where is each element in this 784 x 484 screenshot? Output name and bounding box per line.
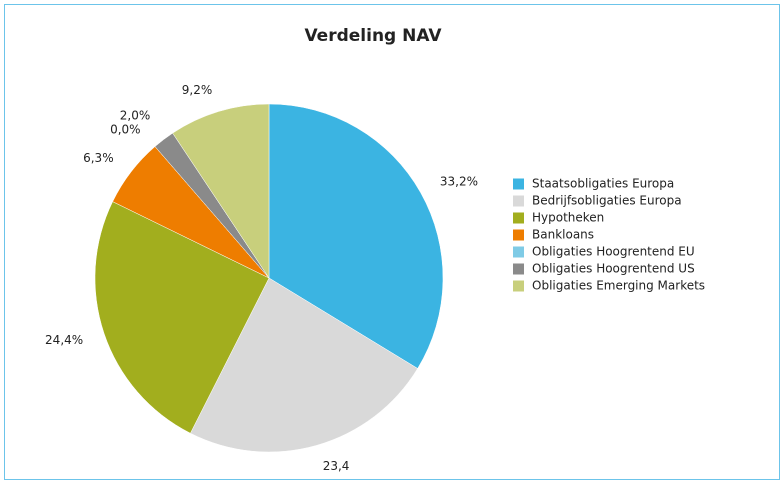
data-label: 23,4 xyxy=(323,459,350,473)
legend-swatch xyxy=(513,263,524,275)
data-label: 33,2% xyxy=(440,174,478,188)
data-label: 24,4% xyxy=(45,333,83,347)
legend-label: Obligaties Hoogrentend US xyxy=(532,262,695,276)
data-label: 9,2% xyxy=(182,83,213,97)
legend-label: Obligaties Emerging Markets xyxy=(532,279,705,293)
legend-swatch xyxy=(513,212,524,224)
legend-swatch xyxy=(513,178,524,190)
legend-swatch xyxy=(513,246,524,258)
data-label: 2,0% xyxy=(120,108,151,122)
legend-label: Obligaties Hoogrentend EU xyxy=(532,245,695,259)
pie-slice xyxy=(268,103,444,369)
chart-title: Verdeling NAV xyxy=(304,26,442,46)
legend-label: Bedrijfsobligaties Europa xyxy=(532,194,682,208)
pie-slice xyxy=(172,103,270,279)
data-label: 0,0% xyxy=(110,122,141,136)
legend-swatch xyxy=(513,280,524,292)
legend-label: Hypotheken xyxy=(532,211,604,225)
legend-label: Bankloans xyxy=(532,228,594,242)
data-label: 6,3% xyxy=(83,151,114,165)
pie-slice xyxy=(94,201,270,434)
legend-label: Staatsobligaties Europa xyxy=(532,177,674,191)
legend-swatch xyxy=(513,195,524,207)
legend-swatch xyxy=(513,229,524,241)
